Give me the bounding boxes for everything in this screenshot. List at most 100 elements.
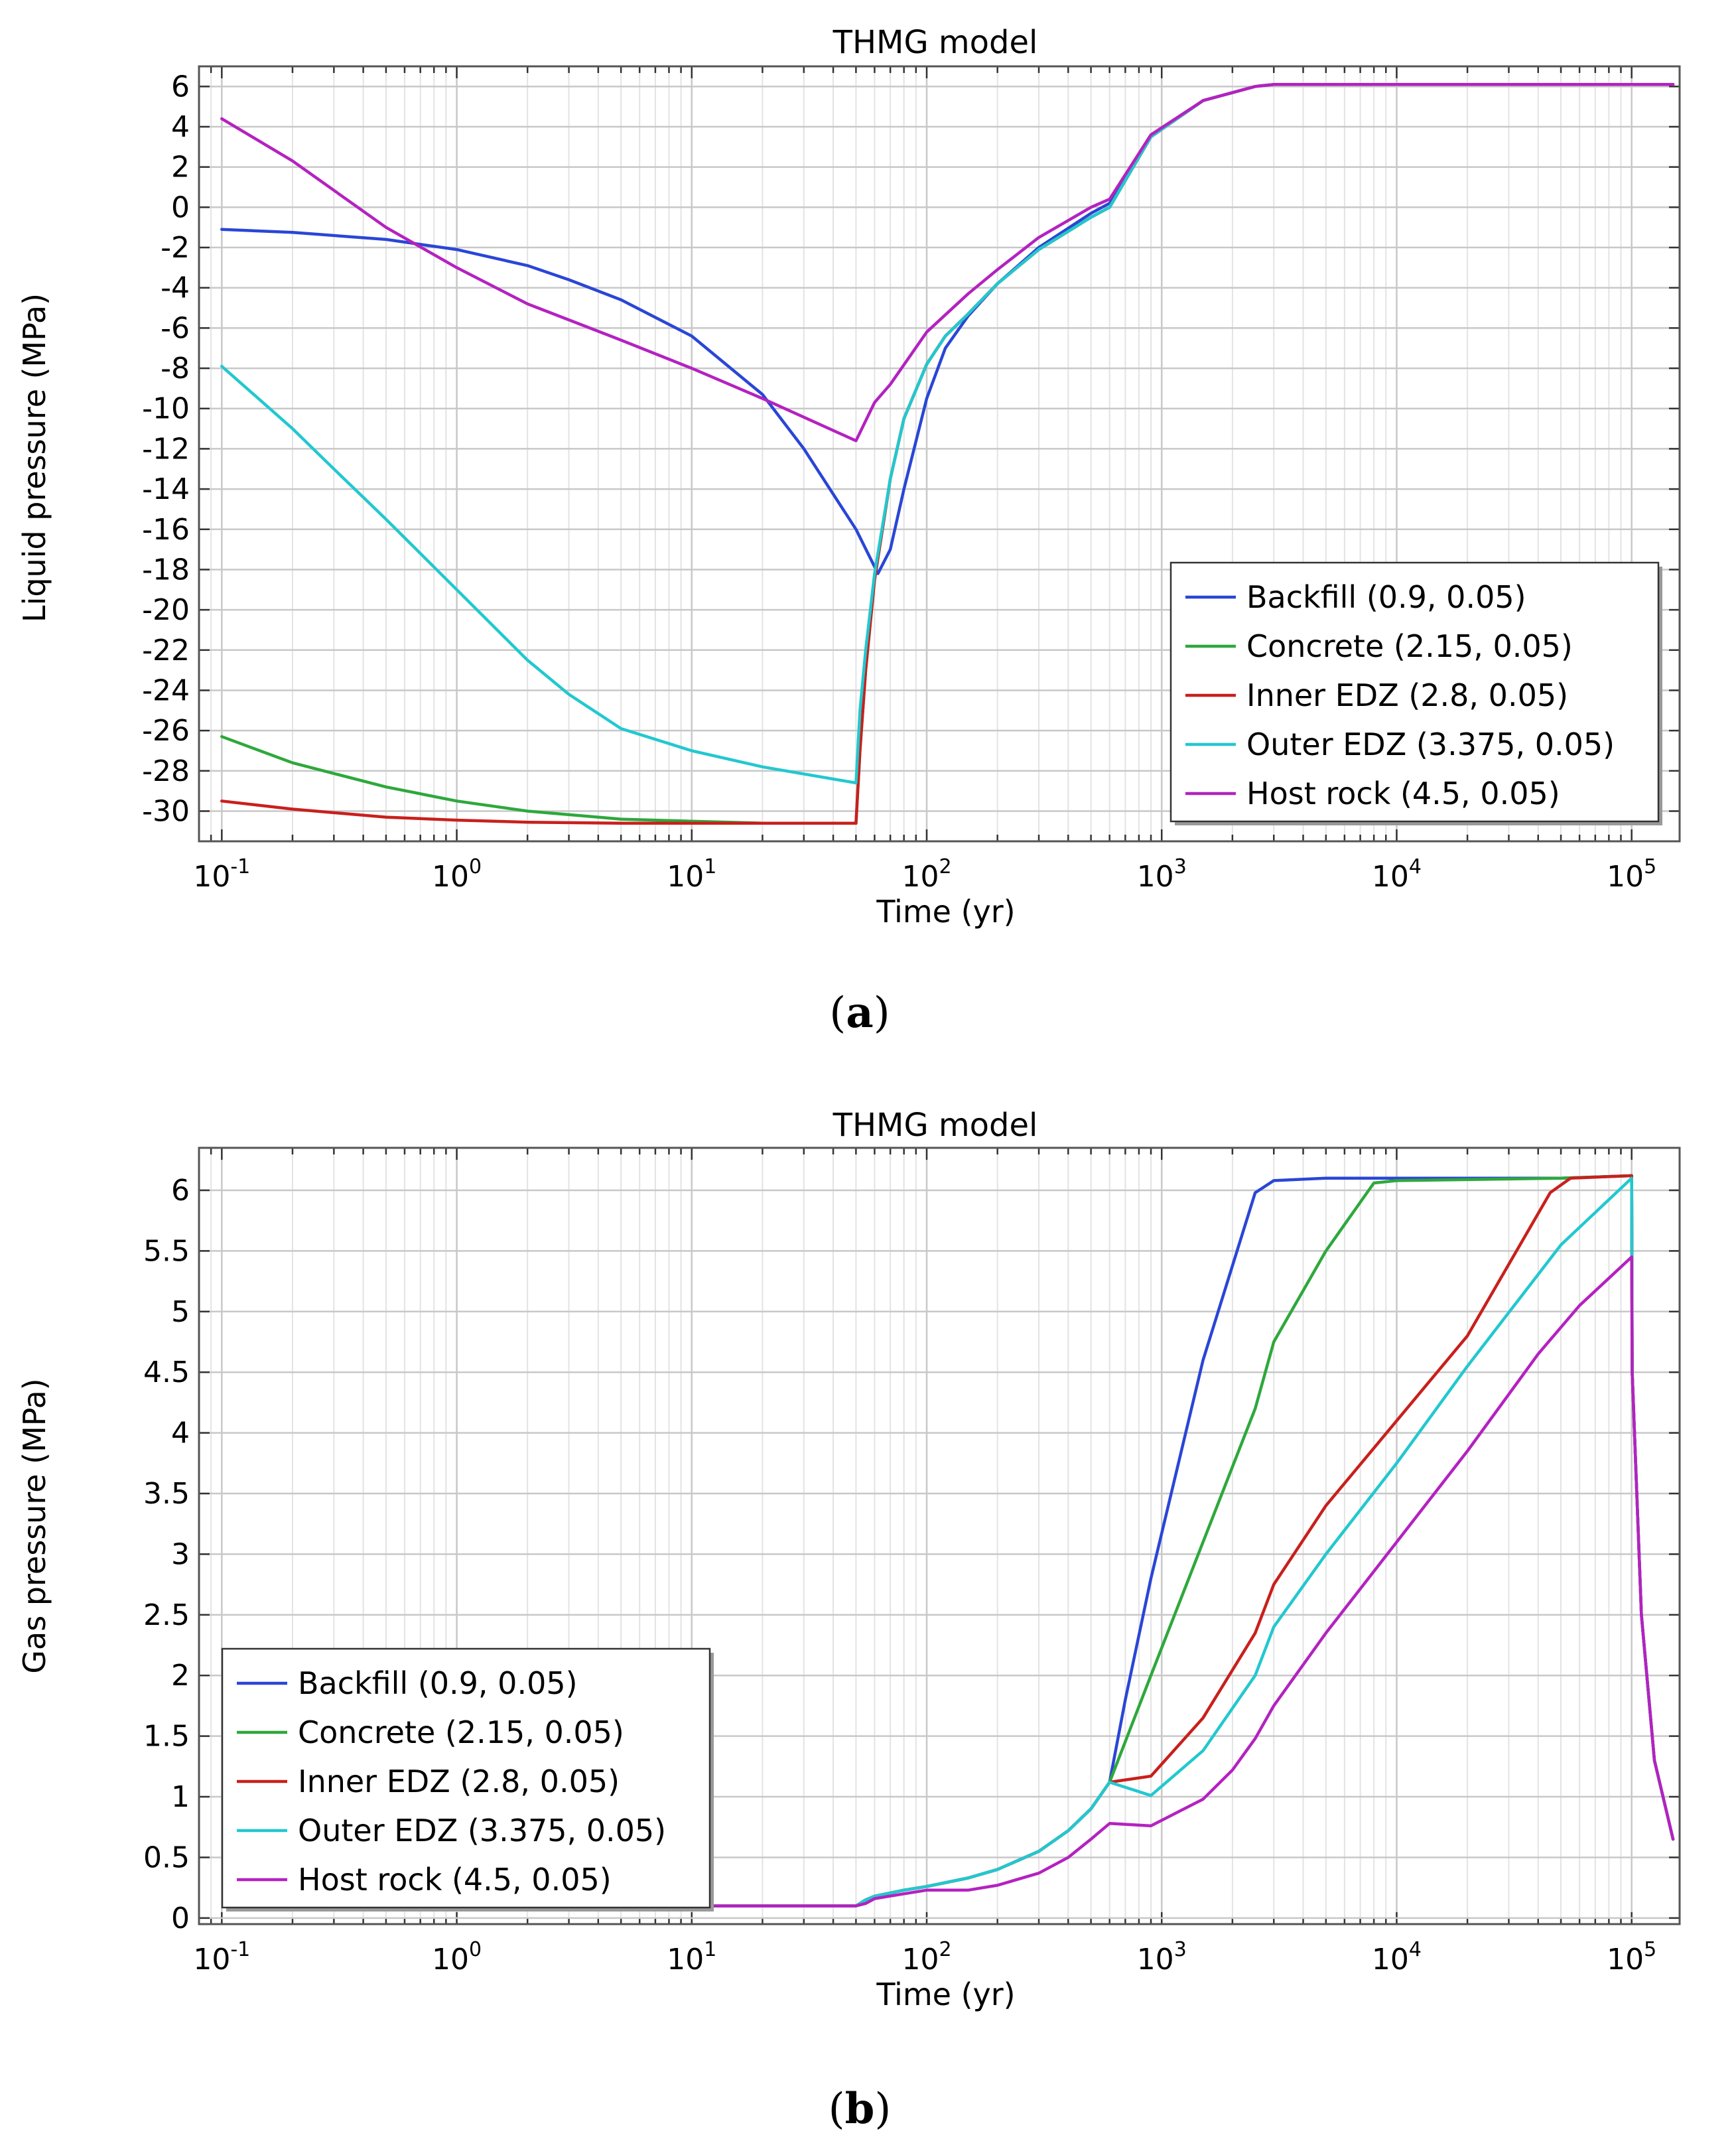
series-line-4 [690,1176,1675,1908]
series-line-1 [220,83,1675,575]
x-tick-exponent: 0 [469,855,482,878]
y-tick-label: 2 [171,151,190,184]
y-axis-ticks: 6 4 2 0 -2 -4 -6 -8 -10 -12 -14 -16 -18 -20 -22 -24 -26 -… [142,70,190,828]
y-tick-label: 0 [171,190,190,224]
legend-entry: Concrete (2.15, 0.05) [1246,628,1573,664]
y-tick-label: -10 [142,392,190,426]
series-group [690,1174,1675,1908]
x-tick-exponent: 2 [939,1938,951,1961]
y-tick-label: -22 [142,634,190,667]
x-tick-exponent: 5 [1644,1938,1656,1961]
legend: Backfill (0.9, 0.05) Concrete (2.15, 0.05… [1169,561,1662,825]
x-tick-label: 100 [432,855,482,894]
y-tick-label: -26 [142,714,190,748]
x-tick-label: 103 [1137,1938,1187,1977]
x-tick-label: 10-1 [193,855,250,894]
chart-title: THMG model [833,24,1038,61]
x-tick-exponent: -1 [230,855,250,878]
x-tick-exponent: 5 [1644,855,1656,878]
y-tick-label: -18 [142,553,190,587]
x-tick-exponent: 2 [939,855,951,878]
y-tick-label: 5 [171,1295,190,1329]
y-tick-label: -20 [142,593,190,627]
x-axis-ticks: 10-1 100 101 102 103 104 105 [193,855,1656,894]
y-tick-label: -30 [142,794,190,828]
x-tick-exponent: 3 [1174,1938,1187,1961]
y-axis-label: Gas pressure (MPa) [17,1378,52,1673]
x-tick-label: 104 [1372,1938,1422,1977]
y-tick-label: 3.5 [143,1477,190,1511]
legend-entry: Host rock (4.5, 0.05) [1246,776,1560,811]
y-tick-label: 6 [171,70,190,104]
x-axis-label: Time (yr) [876,1977,1015,2012]
y-tick-label: -24 [142,673,190,707]
y-tick-label: 0.5 [143,1841,190,1874]
x-tick-label: 102 [901,855,951,894]
panel-letter: b [845,2084,875,2134]
x-tick-label: 105 [1607,855,1656,894]
x-tick-label: 103 [1137,855,1187,894]
x-tick-exponent: 4 [1409,1938,1422,1961]
y-axis-ticks: 6 5.5 5 4.5 4 3.5 3 2.5 2 1.5 1 0.5 0 [143,1174,190,1935]
legend-entry: Backfill (0.9, 0.05) [298,1665,578,1701]
x-tick-label: 100 [432,1938,482,1977]
y-tick-label: -16 [142,513,190,547]
y-tick-label: -12 [142,432,190,466]
x-tick-exponent: 3 [1174,855,1187,878]
y-tick-label: 0 [171,1902,190,1935]
plot-area-frame [198,65,1681,843]
panel-label-a: (a) [829,988,890,1038]
legend-entry: Backfill (0.9, 0.05) [1246,579,1526,615]
x-tick-label: 10-1 [193,1938,250,1977]
chart-panel-a: THMG model 6420-2-4-6-8-10-12-14-16-18-2… [17,24,1681,1038]
x-axis-label: Time (yr) [876,894,1015,930]
legend-box [221,1647,711,1909]
chart-title: THMG model [833,1107,1038,1144]
x-tick-exponent: -1 [230,1938,250,1961]
x-tick-exponent: 1 [704,1938,716,1961]
plot-area-frame [198,1147,1681,1925]
y-tick-label: 4 [171,110,190,144]
x-tick-exponent: 1 [704,855,716,878]
x-axis-ticks: 10-1 100 101 102 103 104 105 [193,1938,1656,1977]
y-tick-label: 2 [171,1659,190,1693]
x-tick-label: 105 [1607,1938,1656,1977]
legend-entry: Concrete (2.15, 0.05) [298,1714,624,1750]
y-tick-label: -28 [142,754,190,788]
x-tick-label: 102 [901,1938,951,1977]
y-tick-label: 2.5 [143,1598,190,1632]
y-tick-label: -8 [161,352,190,385]
y-tick-label: -2 [161,231,190,265]
series-group [220,83,1675,825]
y-tick-label: 5.5 [143,1234,190,1268]
x-tick-exponent: 4 [1409,855,1422,878]
legend-entry: Host rock (4.5, 0.05) [298,1862,612,1898]
legend: Backfill (0.9, 0.05) Concrete (2.15, 0.05… [221,1647,714,1912]
legend-entry: Inner EDZ (2.8, 0.05) [298,1764,620,1799]
chart-panel-b: THMG model 65.554.543.532.521.510.50 10-… [17,1107,1681,2134]
legend-box [1169,561,1660,823]
y-axis-label: Liquid pressure (MPa) [17,293,52,622]
panel-letter: a [846,988,873,1038]
grid [198,1148,1680,1924]
y-tick-label: 4.5 [143,1356,190,1389]
y-tick-label: -6 [161,311,190,345]
y-tick-label: 1 [171,1780,190,1814]
x-tick-label: 104 [1372,855,1422,894]
panel-label-b: (b) [829,2084,892,2134]
legend-entry: Inner EDZ (2.8, 0.05) [1246,677,1568,713]
legend-entry: Outer EDZ (3.375, 0.05) [298,1813,666,1848]
y-tick-label: 4 [171,1417,190,1450]
y-tick-label: -4 [161,271,190,305]
series-line-5 [220,83,1675,443]
legend-entry: Outer EDZ (3.375, 0.05) [1246,727,1615,762]
y-tick-label: 6 [171,1174,190,1208]
y-tick-label: 1.5 [143,1720,190,1754]
series-line-5 [690,1255,1675,1908]
y-tick-label: -14 [142,472,190,506]
y-tick-label: 3 [171,1537,190,1571]
x-tick-label: 101 [667,1938,716,1977]
x-tick-label: 101 [667,855,716,894]
x-tick-exponent: 0 [469,1938,482,1961]
